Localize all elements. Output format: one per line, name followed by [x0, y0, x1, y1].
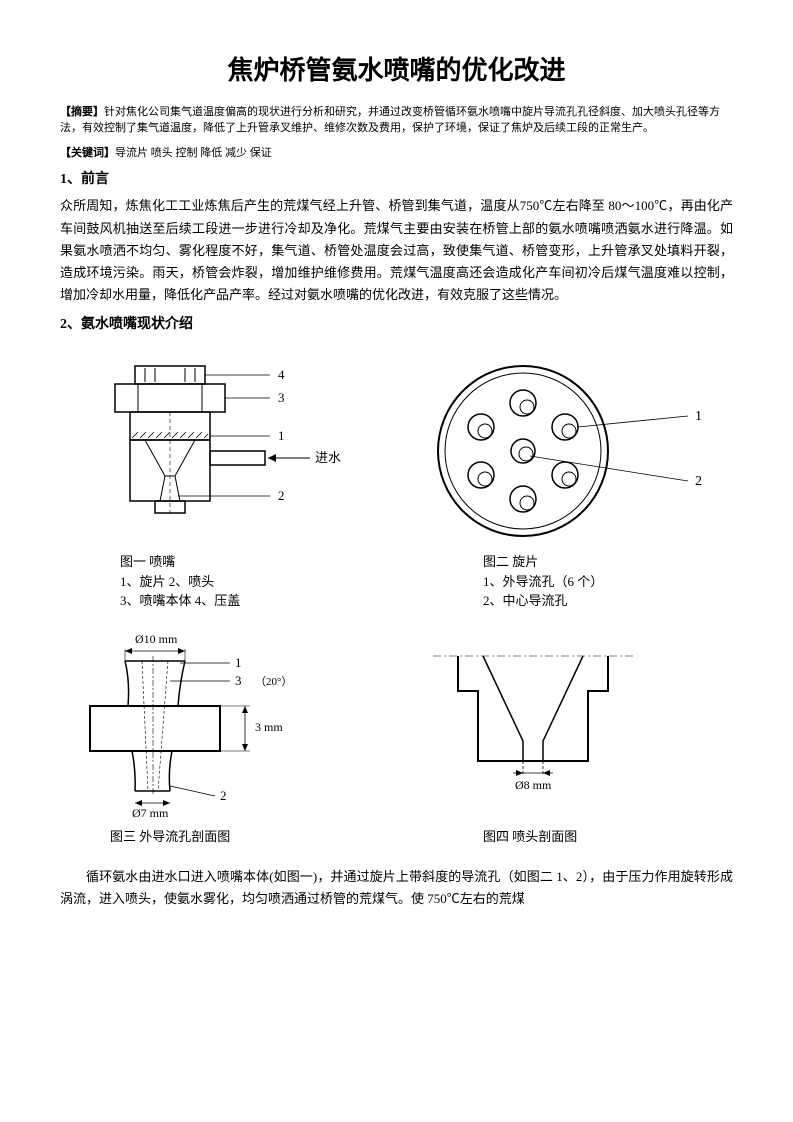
- fig3-callout3: 3: [235, 673, 242, 688]
- fig1-labels2: 3、喷嘴本体 4、压盖: [120, 591, 240, 611]
- fig3-callout1: 1: [235, 655, 242, 670]
- fig4-dim-bottom: Ø8 mm: [515, 778, 552, 792]
- figure2-svg: 1 2: [403, 356, 733, 546]
- fig1-callout3: 3: [278, 390, 285, 405]
- figure3-svg: Ø10 mm 1 3 （20°）: [60, 631, 360, 821]
- figure2: 1 2 图二 旋片 1、外导流孔（6 个） 2、中心导流孔: [403, 356, 733, 611]
- fig2-labels1: 1、外导流孔（6 个）: [483, 572, 603, 592]
- figure1: 4 3 1: [60, 356, 380, 611]
- figure1-svg: 4 3 1: [60, 356, 360, 546]
- fig1-callout2: 2: [278, 488, 285, 503]
- fig3-dim-right: 3 mm: [255, 720, 283, 734]
- fig3-cap: 图三 外导流孔剖面图: [110, 827, 230, 847]
- fig1-inlet-label: 进水: [315, 450, 341, 465]
- figure3: Ø10 mm 1 3 （20°）: [60, 631, 380, 847]
- fig1-labels1: 1、旋片 2、喷头: [120, 572, 240, 592]
- fig3-callout2: 2: [220, 788, 227, 803]
- fig2-callout1: 1: [695, 409, 702, 424]
- figures-row-1: 4 3 1: [60, 356, 733, 611]
- bottom-paragraph: 循环氨水由进水口进入喷嘴本体(如图一)，并通过旋片上带斜度的导流孔（如图二 1、…: [60, 866, 733, 910]
- section1-body: 众所周知，炼焦化工工业炼焦后产生的荒煤气经上升管、桥管到集气道，温度从750℃左…: [60, 195, 733, 305]
- figure4-caption: 图四 喷头剖面图: [403, 827, 577, 847]
- section1-heading: 1、前言: [60, 169, 733, 191]
- abstract-text: 针对焦化公司集气道温度偏高的现状进行分析和研究，并通过改变桥管循环氨水喷嘴中旋片…: [60, 106, 720, 135]
- abstract: 【摘要】针对焦化公司集气道温度偏高的现状进行分析和研究，并通过改变桥管循环氨水喷…: [60, 104, 733, 137]
- figures-row-2: Ø10 mm 1 3 （20°）: [60, 631, 733, 847]
- fig2-cap: 图二 旋片: [483, 552, 603, 572]
- keywords-label: 【关键词】: [60, 147, 115, 159]
- fig1-callout1: 1: [278, 428, 285, 443]
- keywords-text: 导流片 喷头 控制 降低 减少 保证: [115, 147, 272, 159]
- fig3-angle: （20°）: [255, 675, 292, 688]
- figure1-caption: 图一 喷嘴 1、旋片 2、喷头 3、喷嘴本体 4、压盖: [60, 552, 240, 611]
- fig3-dim-bottom: Ø7 mm: [132, 806, 169, 820]
- page-title: 焦炉桥管氨水喷嘴的优化改进: [60, 50, 733, 92]
- fig3-dim-top: Ø10 mm: [135, 632, 178, 646]
- fig2-callout2: 2: [695, 474, 702, 489]
- abstract-label: 【摘要】: [60, 106, 104, 118]
- fig1-cap: 图一 喷嘴: [120, 552, 240, 572]
- figure3-caption: 图三 外导流孔剖面图: [60, 827, 230, 847]
- figure2-caption: 图二 旋片 1、外导流孔（6 个） 2、中心导流孔: [403, 552, 603, 611]
- figure4: Ø8 mm 图四 喷头剖面图: [403, 631, 733, 847]
- fig2-labels2: 2、中心导流孔: [483, 591, 603, 611]
- fig4-cap: 图四 喷头剖面图: [483, 827, 577, 847]
- figure4-svg: Ø8 mm: [403, 631, 683, 821]
- fig1-callout4: 4: [278, 367, 285, 382]
- section2-heading: 2、氨水喷嘴现状介绍: [60, 314, 733, 336]
- keywords: 【关键词】导流片 喷头 控制 降低 减少 保证: [60, 145, 733, 162]
